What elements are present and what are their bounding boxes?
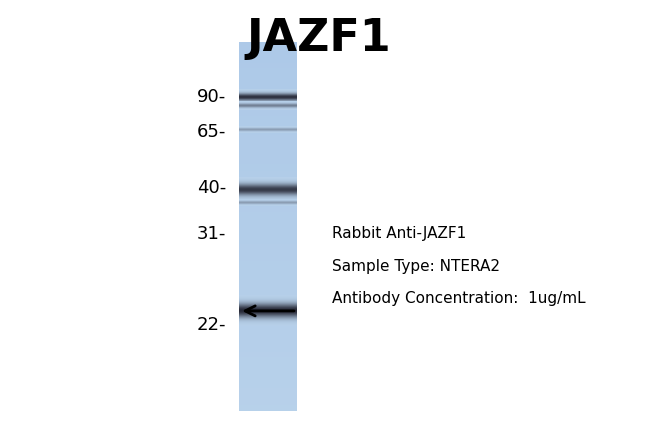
Text: 90-: 90- xyxy=(198,88,227,107)
Text: 40-: 40- xyxy=(198,179,227,197)
Text: 22-: 22- xyxy=(197,316,227,334)
Text: Sample Type: NTERA2: Sample Type: NTERA2 xyxy=(332,259,500,274)
Text: 65-: 65- xyxy=(197,123,227,141)
Text: JAZF1: JAZF1 xyxy=(247,17,391,60)
Text: Antibody Concentration:  1ug/mL: Antibody Concentration: 1ug/mL xyxy=(332,291,586,306)
Text: 31-: 31- xyxy=(197,225,227,243)
Text: Rabbit Anti-JAZF1: Rabbit Anti-JAZF1 xyxy=(332,226,466,241)
